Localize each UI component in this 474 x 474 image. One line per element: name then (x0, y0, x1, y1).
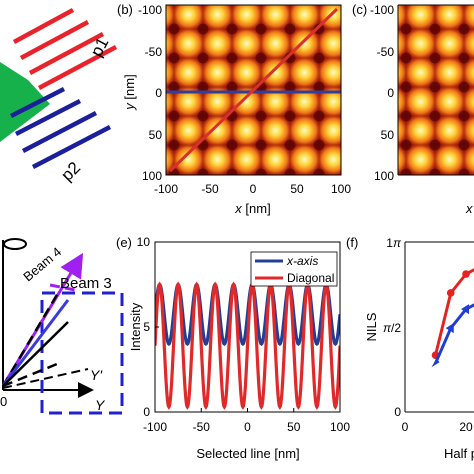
panel-label-c: (c) (352, 2, 367, 17)
x-tick: 20 (459, 420, 473, 434)
data-point (431, 358, 440, 368)
x-tick: -50 (193, 420, 211, 434)
x-tick: -100 (143, 420, 167, 434)
y-tick: 5 (143, 320, 150, 334)
data-point (461, 304, 469, 315)
beam3-plane-box (40, 291, 124, 415)
grating-p2 (9, 86, 112, 169)
beam4-dashed (49, 283, 76, 292)
legend-label-x-axis: x-axis (286, 254, 318, 268)
y-tick: 100 (142, 169, 162, 183)
x-tick: 0 (402, 420, 409, 434)
y-tick: -100 (370, 3, 394, 17)
dashed-ray-2 (2, 360, 63, 388)
y-tick: 0 (387, 86, 394, 100)
beam3-line (1, 299, 70, 387)
y-prime-axis (2, 368, 89, 389)
map-c-y-ticks: -100 -50 0 50 100 (370, 3, 394, 183)
y-tick: 0 (143, 405, 150, 419)
y-tick: 50 (149, 128, 163, 142)
y-tick: 50 (381, 128, 395, 142)
y-prime-label: Y' (90, 367, 103, 383)
x-tick: -50 (201, 182, 219, 196)
y-tick: 1π (386, 236, 402, 250)
map-b-xlabel: x [nm] (234, 201, 270, 216)
mask-square-right (0, 62, 50, 142)
map-c-xlabel: x (465, 201, 473, 216)
chart-e-ylabel: Intensity (128, 302, 143, 351)
diagonal-cut-line (168, 7, 339, 173)
grating-p1 (12, 8, 118, 90)
y-tick: -100 (138, 3, 162, 17)
y-tick: 0 (155, 86, 162, 100)
panel-d: Beam 4 Beam 3 Y' Y 0 (0, 238, 124, 415)
chart-e-series (155, 281, 340, 410)
x-tick: 50 (290, 182, 304, 196)
chart-f-series (431, 268, 474, 368)
x-tick: 100 (330, 420, 350, 434)
data-point (446, 289, 455, 297)
y-tick: 100 (374, 169, 394, 183)
x-tick: 0 (244, 420, 251, 434)
panel-b: (b) -100 -50 0 50 100 -100 -50 0 50 100 … (117, 2, 351, 216)
x-tick: -100 (154, 182, 178, 196)
panel-f: (f) 1π π/2 0 0 20 NILS Half p (346, 235, 474, 461)
panel-a: p1 p2 (0, 8, 118, 185)
data-point (462, 270, 470, 278)
map-b-frame (165, 4, 342, 176)
legend-box (250, 251, 338, 287)
rotation-symbol (3, 238, 27, 250)
panel-label-f: (f) (346, 235, 358, 250)
chart-f-xlabel: Half p (444, 446, 474, 461)
legend-label-diagonal: Diagonal (287, 271, 334, 285)
x-tick: 50 (287, 420, 301, 434)
data-point (445, 323, 454, 334)
y-tick: -50 (145, 45, 163, 59)
intensity-map-c (398, 5, 474, 175)
chart-f-y-ticks: 1π π/2 0 (383, 236, 402, 419)
dashed-ray-1 (1, 292, 60, 387)
y-tick: 0 (394, 405, 401, 419)
y-tick: -50 (377, 45, 395, 59)
x-tick: 0 (250, 182, 257, 196)
chart-e-legend: x-axis Diagonal (250, 251, 338, 287)
beam4-label: Beam 4 (20, 244, 64, 284)
chart-e-ticks: -100 -50 0 50 100 0 5 10 (137, 235, 351, 434)
black-ray (2, 321, 69, 387)
series-line-diagonal (155, 281, 340, 410)
chart-e-xlabel: Selected line [nm] (196, 446, 299, 461)
x-tick: 100 (331, 182, 351, 196)
beam3-label: Beam 3 (60, 275, 112, 292)
grating-label-p2: p2 (57, 158, 84, 185)
chart-f-ylabel: NILS (364, 312, 379, 341)
origin-label: 0 (0, 394, 7, 409)
panel-label-e: (e) (116, 235, 132, 250)
map-b-y-ticks: -100 -50 0 50 100 (138, 3, 162, 183)
map-b-ylabel: y [nm] (122, 74, 137, 110)
y-label: Y (95, 397, 106, 413)
panel-c: (c) -100 -50 0 50 100 x (352, 2, 474, 216)
map-b-x-ticks: -100 -50 0 50 100 (154, 182, 351, 196)
panel-label-b: (b) (117, 2, 133, 17)
y-tick: 10 (137, 235, 151, 249)
panel-e: (e) -100 -50 0 50 100 0 5 10 Selected line [nm]… (116, 235, 350, 461)
y-tick: π/2 (383, 321, 401, 335)
